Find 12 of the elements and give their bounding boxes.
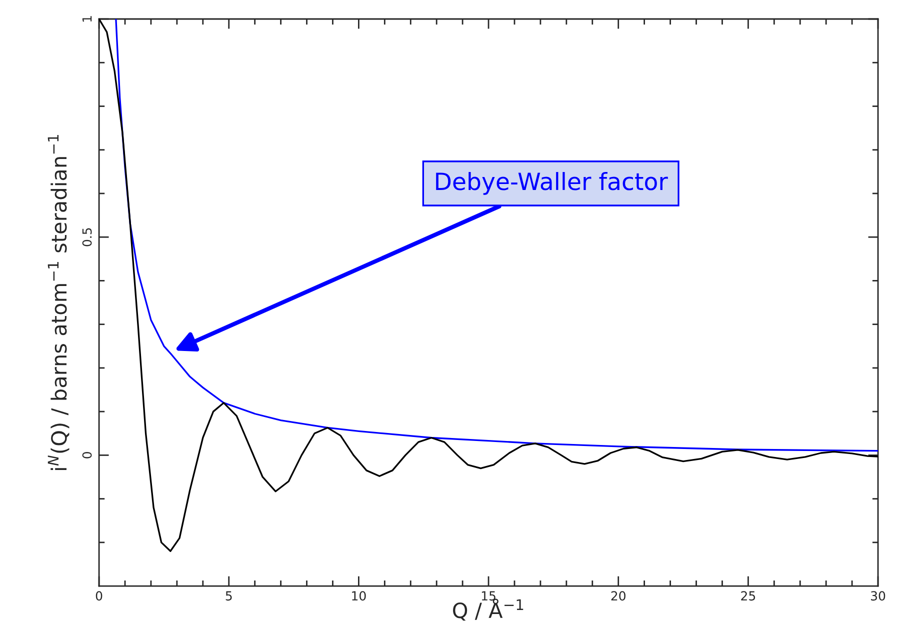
y-tick-label: 1 (82, 16, 92, 22)
x-tick-label: 0 (96, 591, 102, 601)
x-tick-label: 15 (482, 591, 496, 601)
y-axis-title: i$^{N}$(Q) / barns atom$^{−1}$ steradian$^{−1}$ (48, 135, 70, 470)
x-tick-label: 5 (226, 591, 232, 601)
x-tick-label: 25 (741, 591, 756, 601)
annotation: Debye-Waller factor (436, 172, 668, 195)
x-tick-label: 30 (871, 591, 886, 601)
x-tick-label: 10 (352, 591, 366, 601)
x-tick-label: 20 (611, 591, 626, 601)
y-tick-label: 0 (82, 452, 92, 458)
y-tick-label: 0.5 (82, 228, 92, 246)
